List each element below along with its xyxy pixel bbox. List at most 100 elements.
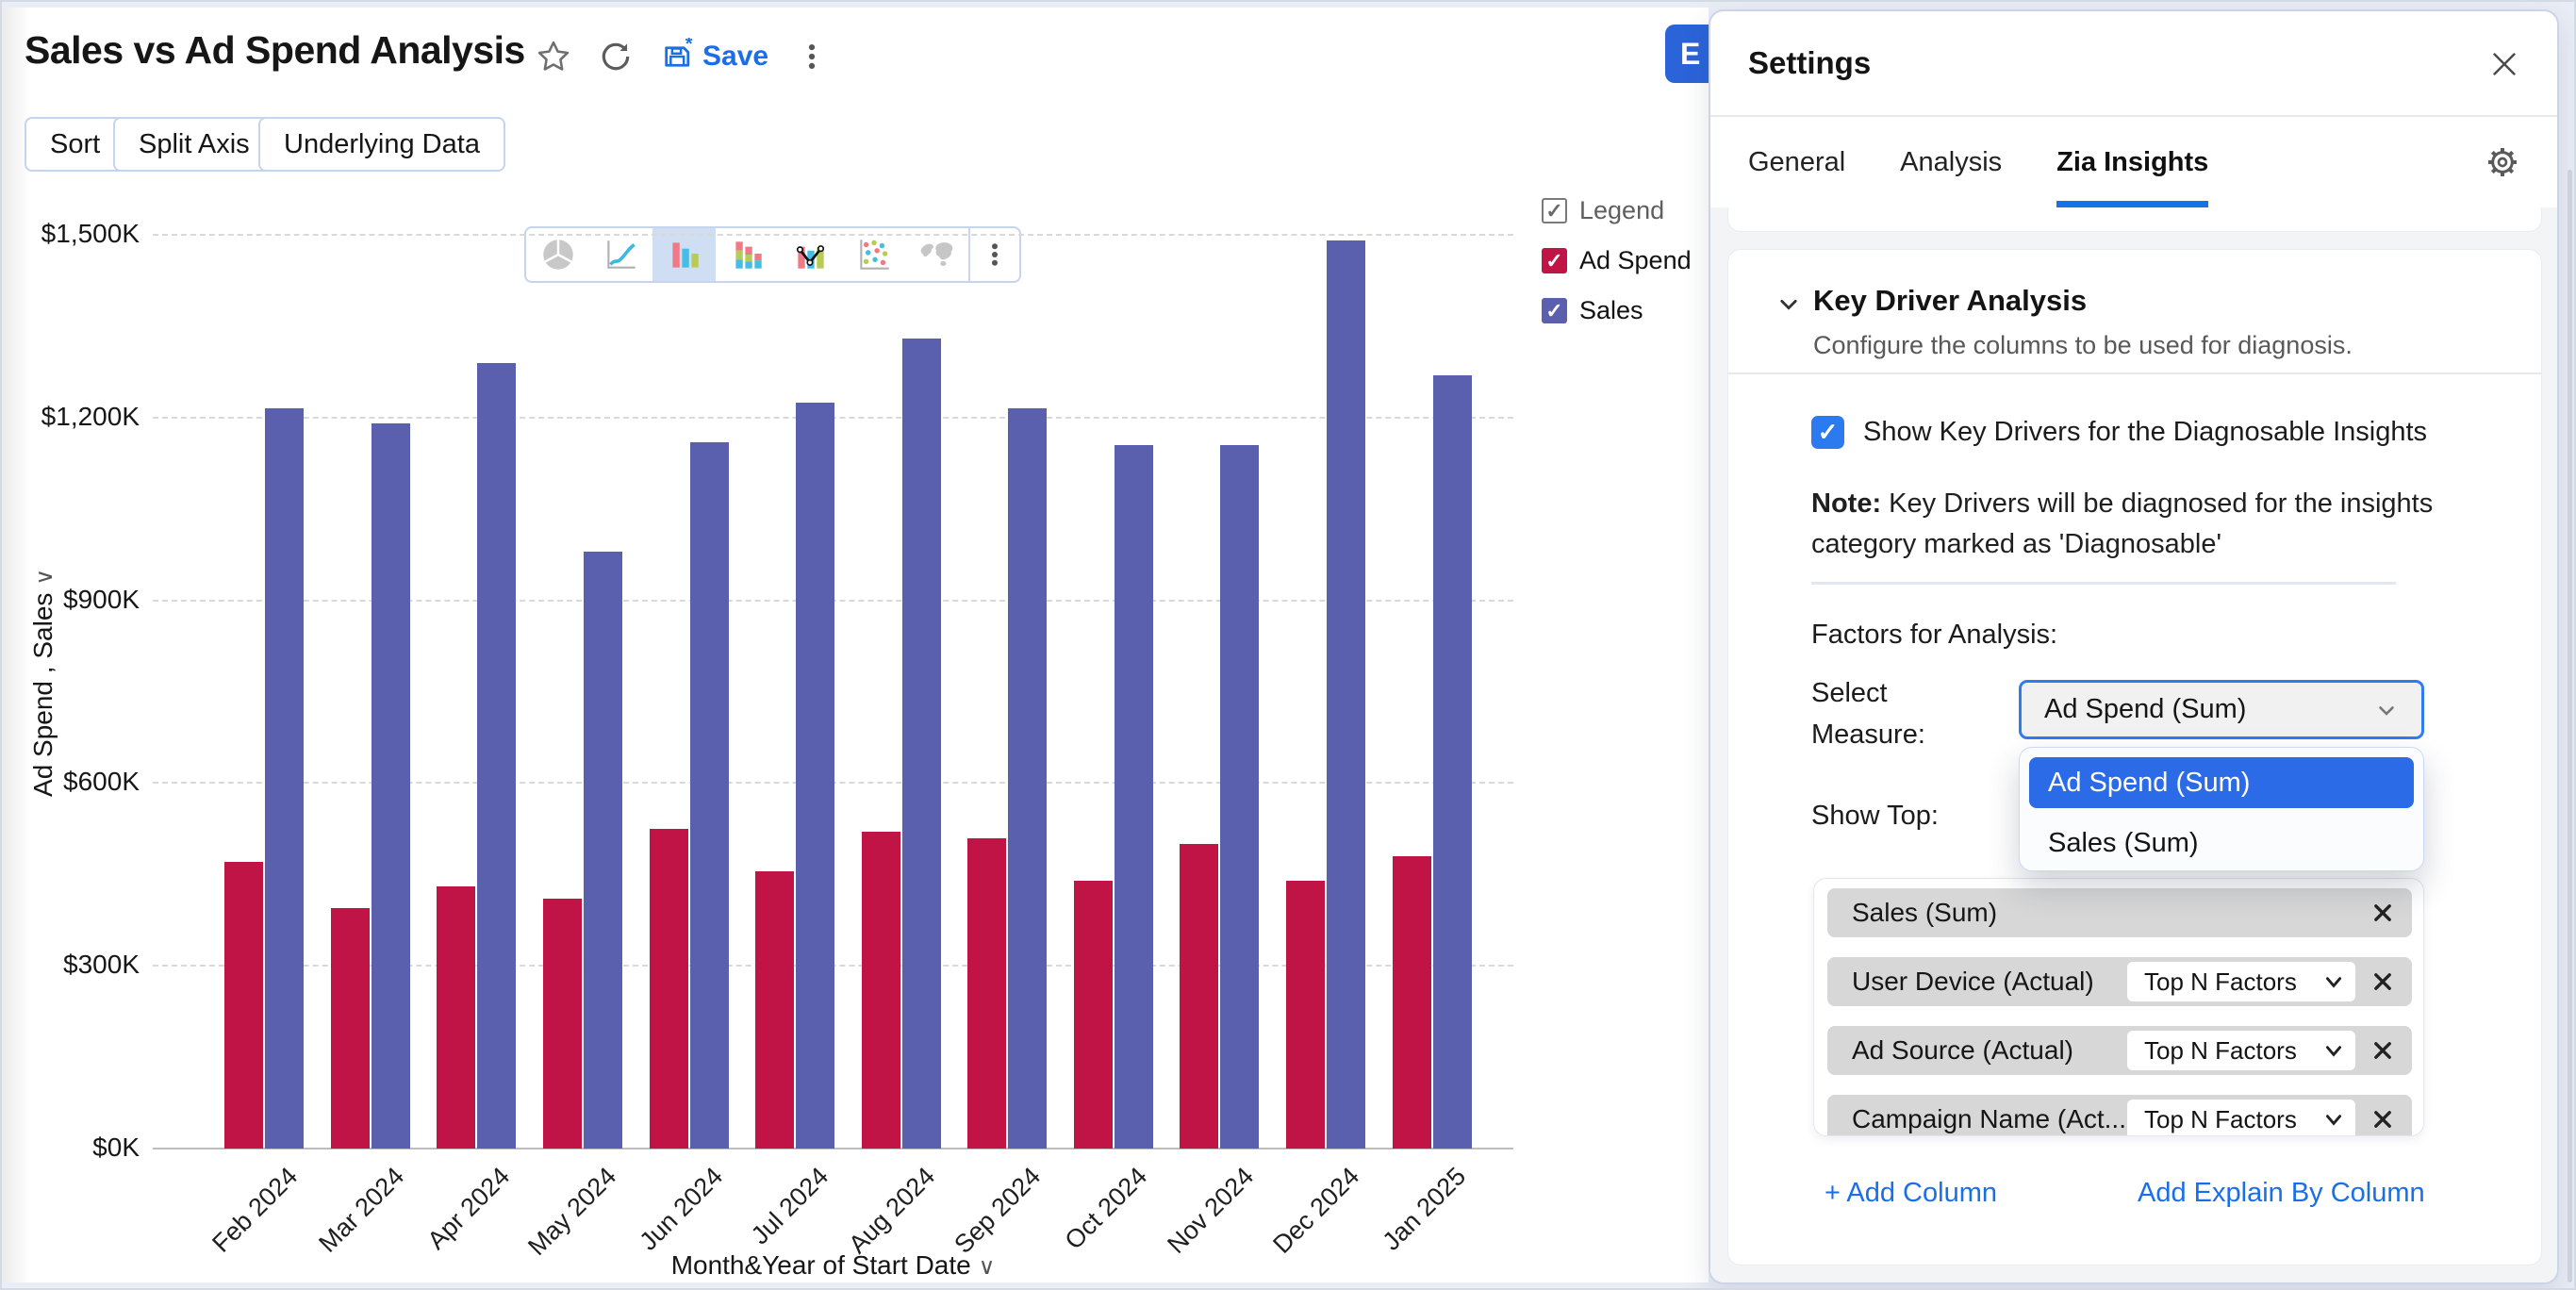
top-n-factors-dropdown[interactable]: Top N Factors xyxy=(2127,1100,2355,1135)
save-button-label: Save xyxy=(702,41,769,72)
button-split-axis[interactable]: Split Axis xyxy=(113,117,275,172)
bar-ad-spend-dec-2024[interactable] xyxy=(1286,880,1326,1149)
bar-sales-sep-2024[interactable] xyxy=(1008,408,1048,1149)
x-tick-label: Sep 2024 xyxy=(949,1162,1047,1259)
chevron-down-icon xyxy=(2379,705,2394,716)
chart-type-bar-chart-icon[interactable] xyxy=(652,228,716,281)
button-underlying-data[interactable]: Underlying Data xyxy=(258,117,505,172)
show-top-label: Show Top: xyxy=(1811,801,1939,831)
bar-sales-apr-2024[interactable] xyxy=(477,362,517,1149)
bar-group-jan-2025 xyxy=(1379,235,1485,1149)
chevron-down-icon xyxy=(2325,1046,2342,1057)
top-n-factors-value: Top N Factors xyxy=(2144,1035,2297,1065)
bar-sales-aug-2024[interactable] xyxy=(901,338,941,1149)
x-axis-title[interactable]: Month&Year of Start Date ∨ xyxy=(153,1250,1513,1281)
measure-option-sales-sum[interactable]: Sales (Sum) xyxy=(2048,827,2199,858)
x-tick-label: Mar 2024 xyxy=(313,1162,410,1258)
bar-ad-spend-nov-2024[interactable] xyxy=(1180,844,1219,1149)
y-tick-label: $600K xyxy=(63,767,140,797)
bar-group-nov-2024 xyxy=(1166,235,1273,1149)
measure-option-ad-spend-sum[interactable]: Ad Spend (Sum) xyxy=(2029,757,2414,808)
remove-column-icon[interactable] xyxy=(2369,899,2397,927)
chart-type-stacked-bar-chart-icon[interactable] xyxy=(716,228,779,281)
x-tick-label: Nov 2024 xyxy=(1161,1162,1259,1259)
bar-ad-spend-sep-2024[interactable] xyxy=(967,837,1007,1149)
collapse-chevron-icon[interactable] xyxy=(1777,293,1800,321)
bar-ad-spend-mar-2024[interactable] xyxy=(330,907,370,1149)
factor-column-label: Ad Source (Actual) xyxy=(1852,1035,2073,1065)
settings-tabs-list: General Analysis Zia Insights xyxy=(1748,117,2209,207)
bar-sales-jan-2025[interactable] xyxy=(1432,374,1472,1149)
top-n-factors-value: Top N Factors xyxy=(2144,1104,2297,1133)
tab-general[interactable]: General xyxy=(1748,146,1846,177)
favorite-star-icon[interactable] xyxy=(535,38,572,75)
factors-for-analysis-label: Factors for Analysis: xyxy=(1811,620,2058,650)
chart-type-pie-chart-icon xyxy=(526,228,589,281)
more-options-kebab-icon[interactable] xyxy=(793,38,831,75)
pie-chart-icon xyxy=(542,240,573,270)
remove-column-icon[interactable] xyxy=(2369,968,2397,996)
chart-type-toolbar xyxy=(524,226,1021,283)
bar-sales-jul-2024[interactable] xyxy=(796,402,835,1149)
bar-ad-spend-may-2024[interactable] xyxy=(543,899,583,1149)
edit-button-label: E xyxy=(1680,36,1701,71)
gear-icon[interactable] xyxy=(2482,141,2523,183)
x-axis-field-chevron-icon: ∨ xyxy=(978,1254,996,1280)
chart-toolbar-kebab-icon[interactable] xyxy=(970,228,1019,281)
y-axis-title[interactable]: Ad Spend , Sales∨ xyxy=(28,400,58,966)
add-column-link[interactable]: + Add Column xyxy=(1825,1178,1997,1208)
bar-sales-oct-2024[interactable] xyxy=(1114,444,1153,1149)
bar-sales-nov-2024[interactable] xyxy=(1220,444,1260,1149)
show-key-drivers-checkbox[interactable]: ✓ xyxy=(1811,416,1844,449)
legend-toggle[interactable]: ✓ Legend xyxy=(1542,196,1692,225)
bar-ad-spend-apr-2024[interactable] xyxy=(437,886,476,1149)
save-button[interactable]: * Save xyxy=(659,38,768,75)
top-n-factors-dropdown[interactable]: Top N Factors xyxy=(2127,962,2355,1001)
bar-ad-spend-jul-2024[interactable] xyxy=(755,871,795,1149)
settings-panel-content: Key Driver Analysis Configure the column… xyxy=(1710,207,2557,1282)
y-tick-label: $1,500K xyxy=(41,219,140,248)
bar-sales-dec-2024[interactable] xyxy=(1327,240,1366,1149)
bar-sales-mar-2024[interactable] xyxy=(371,423,410,1149)
svg-text:*: * xyxy=(685,38,693,55)
remove-column-icon[interactable] xyxy=(2369,1105,2397,1133)
map-chart-icon xyxy=(920,242,952,266)
bar-sales-jun-2024[interactable] xyxy=(689,441,729,1149)
refresh-icon[interactable] xyxy=(597,38,635,75)
light-divider xyxy=(1811,582,2396,585)
page-scrollbar[interactable] xyxy=(2568,170,2572,1282)
legend-item-sales[interactable]: ✓ Sales xyxy=(1542,296,1692,325)
y-tick-label: $300K xyxy=(63,950,140,980)
note-bold: Note: xyxy=(1811,488,1882,519)
close-icon[interactable] xyxy=(2484,43,2525,85)
top-n-factors-dropdown[interactable]: Top N Factors xyxy=(2127,1031,2355,1070)
tab-zia-insights[interactable]: Zia Insights xyxy=(2056,117,2209,207)
legend-item-ad-spend[interactable]: ✓ Ad Spend xyxy=(1542,246,1692,275)
tab-analysis[interactable]: Analysis xyxy=(1900,146,2003,177)
bar-ad-spend-jun-2024[interactable] xyxy=(649,828,688,1149)
bar-ad-spend-oct-2024[interactable] xyxy=(1073,880,1113,1149)
select-measure-dropdown[interactable]: Ad Spend (Sum) xyxy=(2019,680,2424,739)
chart-type-scatter-chart-icon[interactable] xyxy=(842,228,905,281)
remove-column-icon[interactable] xyxy=(2369,1036,2397,1065)
bar-sales-may-2024[interactable] xyxy=(584,551,623,1149)
bar-ad-spend-aug-2024[interactable] xyxy=(861,832,900,1149)
chart-type-line-chart-icon[interactable] xyxy=(589,228,652,281)
chart-type-combo-chart-icon[interactable] xyxy=(779,228,842,281)
bar-ad-spend-feb-2024[interactable] xyxy=(224,862,264,1149)
page-title: Sales vs Ad Spend Analysis xyxy=(25,28,525,72)
previous-section-card-partial xyxy=(1727,207,2542,232)
scatter-chart-icon xyxy=(859,240,889,270)
bar-ad-spend-jan-2025[interactable] xyxy=(1392,855,1431,1149)
column-links-row: + Add Column Add Explain By Column xyxy=(1728,1178,2541,1219)
x-tick-label: Feb 2024 xyxy=(206,1162,304,1258)
x-tick-label: Aug 2024 xyxy=(843,1162,940,1259)
measure-dropdown-menu: Ad Spend (Sum) Sales (Sum) xyxy=(2019,747,2424,871)
factor-column-label: User Device (Actual) xyxy=(1852,967,2094,996)
bar-group-oct-2024 xyxy=(1061,235,1167,1149)
bar-sales-feb-2024[interactable] xyxy=(265,408,305,1149)
stacked-bar-chart-icon xyxy=(735,241,762,269)
top-n-factors-value: Top N Factors xyxy=(2144,967,2297,996)
add-explain-by-column-link[interactable]: Add Explain By Column xyxy=(2138,1178,2425,1208)
button-sort[interactable]: Sort xyxy=(25,117,126,172)
